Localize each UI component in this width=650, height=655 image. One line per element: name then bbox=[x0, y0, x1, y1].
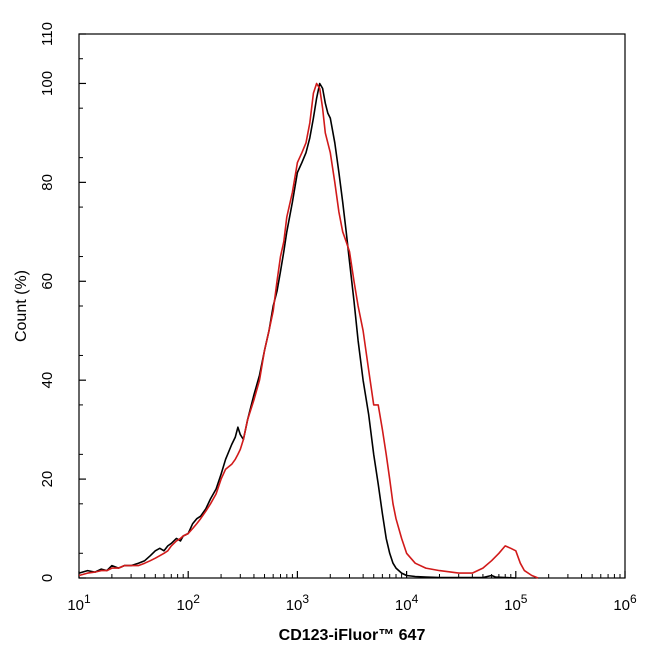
x-tick-exponent: 4 bbox=[412, 592, 419, 606]
x-tick-label: 102 bbox=[177, 592, 201, 614]
x-tick-exponent: 1 bbox=[84, 592, 91, 606]
y-tick-label: 100 bbox=[39, 71, 56, 96]
x-tick-label: 104 bbox=[395, 592, 419, 614]
y-axis-title: Count (%) bbox=[13, 270, 30, 342]
x-tick-exponent: 6 bbox=[630, 592, 637, 606]
series-line-1 bbox=[78, 82, 516, 579]
y-axis-ticks: 0 20 40 60 80 100 110 bbox=[39, 22, 86, 582]
x-tick-base: 10 bbox=[286, 597, 303, 614]
x-axis-ticks: 101 102 103 104 105 106 bbox=[67, 571, 637, 614]
series-layer bbox=[78, 82, 539, 579]
x-tick-base: 10 bbox=[67, 597, 84, 614]
y-tick-label: 20 bbox=[39, 471, 56, 488]
y-tick-label: 110 bbox=[39, 22, 56, 46]
series-line-2 bbox=[78, 82, 539, 579]
x-tick-base: 10 bbox=[504, 597, 521, 614]
y-tick-label: 0 bbox=[39, 574, 56, 582]
x-tick-label: 106 bbox=[613, 592, 637, 614]
x-tick-label: 105 bbox=[504, 592, 528, 614]
x-tick-exponent: 2 bbox=[193, 592, 200, 606]
x-tick-label: 103 bbox=[286, 592, 310, 614]
x-tick-base: 10 bbox=[177, 597, 194, 614]
y-tick-label: 60 bbox=[39, 273, 56, 290]
x-tick-exponent: 3 bbox=[302, 592, 309, 606]
x-axis-title: CD123-iFluor™ 647 bbox=[279, 627, 426, 644]
plot-frame bbox=[78, 33, 626, 579]
x-tick-label: 101 bbox=[67, 592, 91, 614]
x-tick-exponent: 5 bbox=[521, 592, 528, 606]
x-tick-base: 10 bbox=[395, 597, 412, 614]
x-tick-base: 10 bbox=[613, 597, 630, 614]
y-tick-label: 40 bbox=[39, 372, 56, 389]
y-tick-label: 80 bbox=[39, 174, 56, 191]
